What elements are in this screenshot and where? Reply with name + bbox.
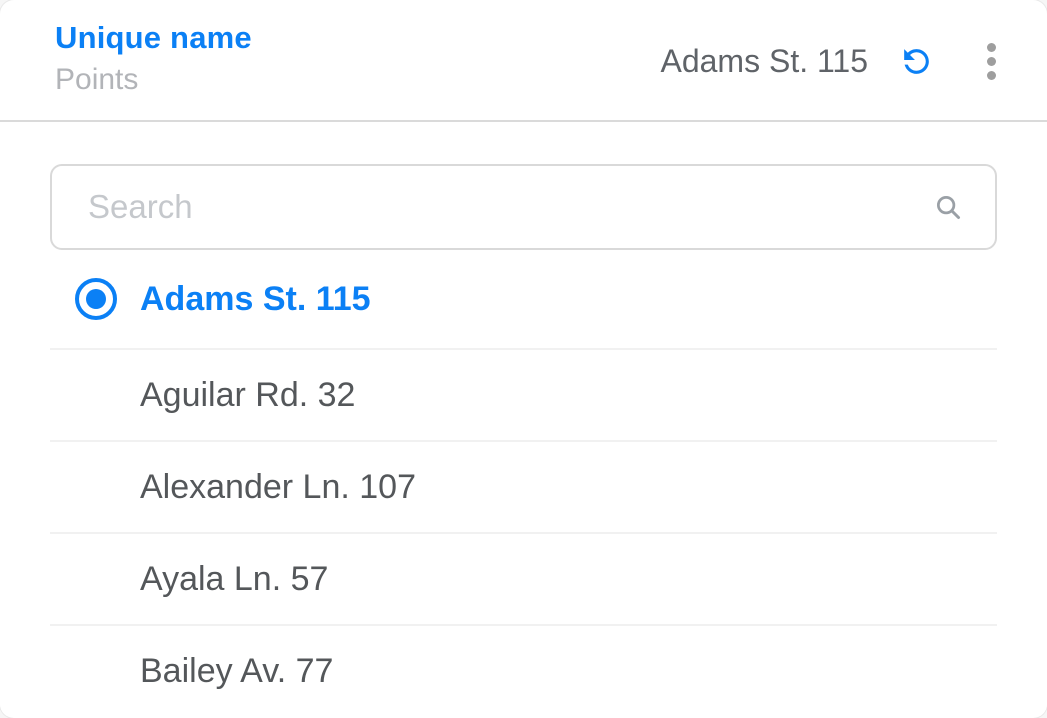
header-actions: Adams St. 115 <box>660 0 997 122</box>
field-info: Unique name Points <box>55 21 252 96</box>
picker-header: Unique name Points Adams St. 115 <box>0 0 1047 122</box>
list-item[interactable]: Adams St. 115 <box>0 250 1047 348</box>
field-layer-label: Points <box>55 63 139 96</box>
field-title: Unique name <box>55 20 252 55</box>
selected-value: Adams St. 115 <box>660 42 868 79</box>
list-item[interactable]: Bailey Av. 77 <box>0 626 1047 716</box>
list-item-label: Bailey Av. 77 <box>140 651 334 690</box>
search-box <box>50 164 997 250</box>
header-divider <box>0 120 1047 122</box>
list-item-label: Aguilar Rd. 32 <box>140 375 356 414</box>
list-item[interactable]: Ayala Ln. 57 <box>0 534 1047 624</box>
undo-rotate-left-icon <box>904 48 929 74</box>
kebab-vertical-icon <box>986 42 996 80</box>
list-item-label: Ayala Ln. 57 <box>140 559 329 598</box>
list-divider <box>50 532 997 534</box>
search-input[interactable] <box>50 164 997 250</box>
list-divider <box>50 440 997 442</box>
list-item[interactable]: Alexander Ln. 107 <box>0 442 1047 532</box>
reset-button[interactable] <box>898 43 935 80</box>
options-list: Adams St. 115 Aguilar Rd. 32 Alexander L… <box>0 250 1047 716</box>
radio-selected-icon <box>75 278 117 320</box>
overflow-menu-button[interactable] <box>985 42 997 80</box>
list-item[interactable]: Aguilar Rd. 32 <box>0 350 1047 440</box>
list-divider <box>50 624 997 626</box>
list-item-label: Adams St. 115 <box>140 279 371 318</box>
list-item-label: Alexander Ln. 107 <box>140 467 416 506</box>
list-divider <box>50 348 997 350</box>
